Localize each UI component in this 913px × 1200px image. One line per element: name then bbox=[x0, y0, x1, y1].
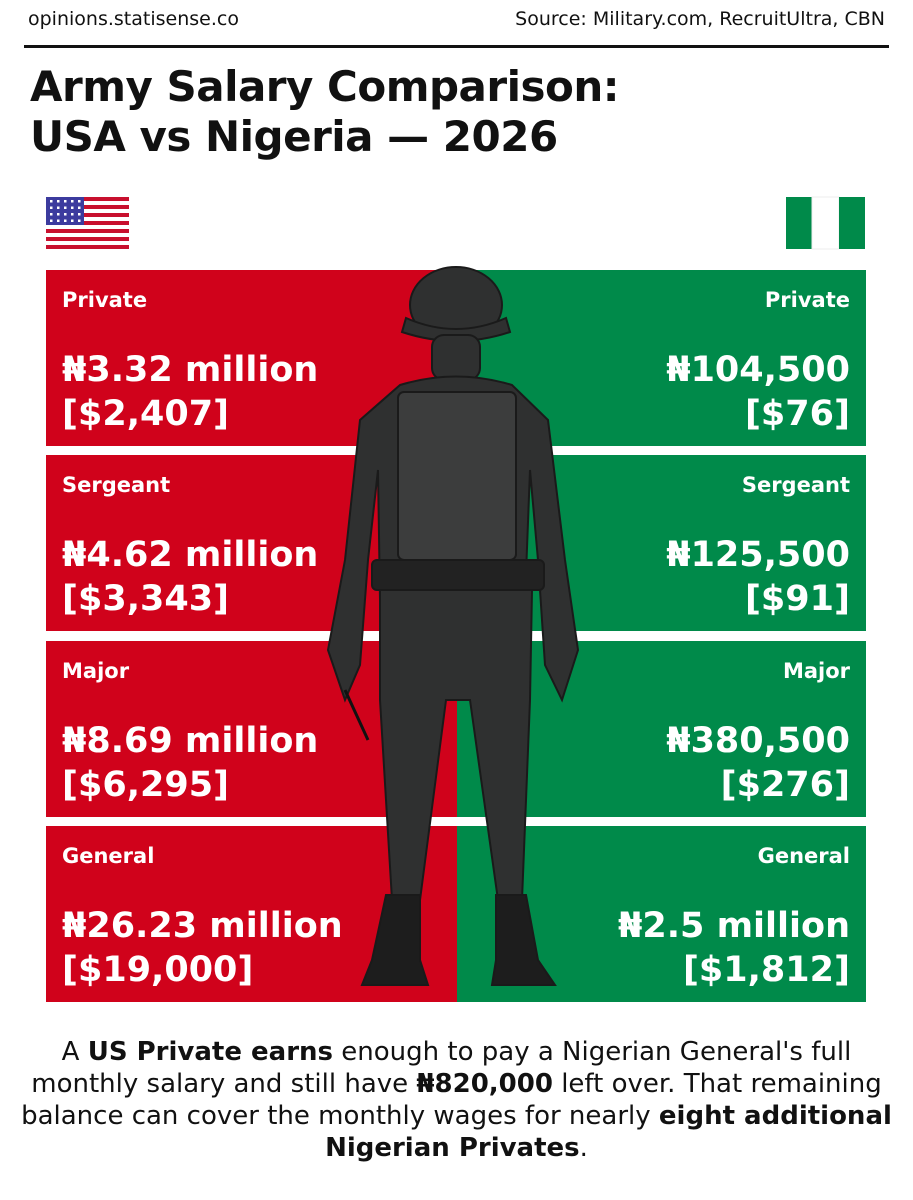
footnote: A US Private earns enough to pay a Niger… bbox=[20, 1036, 893, 1164]
ng-panel: Major ₦380,500 [$276] bbox=[457, 641, 866, 817]
salary: ₦8.69 million [$6,295] bbox=[62, 719, 318, 807]
footnote-part: eight additional Nigerian Privates bbox=[325, 1101, 892, 1163]
site-name: opinions.statisense.co bbox=[28, 8, 239, 30]
salary-naira: ₦2.5 million bbox=[618, 906, 850, 946]
salary-dollar: [$76] bbox=[744, 394, 850, 434]
salary: ₦125,500 [$91] bbox=[666, 533, 850, 621]
footnote-part: US Private earns bbox=[87, 1037, 334, 1067]
ng-panel: General ₦2.5 million [$1,812] bbox=[457, 826, 866, 1002]
ng-panel: Sergeant ₦125,500 [$91] bbox=[457, 455, 866, 631]
rank-label: Private bbox=[62, 288, 148, 312]
ng-panel: Private ₦104,500 [$76] bbox=[457, 270, 866, 446]
salary-naira: ₦104,500 bbox=[666, 350, 850, 390]
flag-part bbox=[50, 219, 53, 222]
flag-part bbox=[50, 200, 53, 203]
salary-dollar: [$19,000] bbox=[62, 950, 254, 990]
us-panel: Private ₦3.32 million [$2,407] bbox=[46, 270, 457, 446]
salary-naira: ₦26.23 million bbox=[62, 906, 343, 946]
salary-naira: ₦3.32 million bbox=[62, 350, 319, 390]
flag-part bbox=[71, 206, 74, 209]
flag-part bbox=[46, 233, 129, 237]
flags bbox=[46, 196, 865, 250]
salary-naira: ₦125,500 bbox=[666, 535, 850, 575]
rank-label: General bbox=[62, 844, 155, 868]
rank-label: Sergeant bbox=[741, 473, 850, 497]
ng-flag-mid bbox=[811, 196, 840, 250]
us-panel: General ₦26.23 million [$19,000] bbox=[46, 826, 457, 1002]
flag-part bbox=[57, 200, 60, 203]
flag-part bbox=[46, 225, 129, 229]
flag-part bbox=[64, 206, 67, 209]
salary: ₦380,500 [$276] bbox=[666, 719, 850, 807]
footnote-part: A bbox=[61, 1037, 88, 1067]
rank-label: Sergeant bbox=[62, 473, 171, 497]
us-panel: Major ₦8.69 million [$6,295] bbox=[46, 641, 457, 817]
source: Source: Military.com, RecruitUltra, CBN bbox=[515, 8, 885, 30]
salary-dollar: [$2,407] bbox=[62, 394, 230, 434]
flag-part bbox=[78, 206, 81, 209]
ng-flag-left bbox=[786, 197, 812, 249]
salary-dollar: [$6,295] bbox=[62, 765, 230, 805]
flag-part bbox=[46, 201, 129, 205]
rank-label: Private bbox=[764, 288, 850, 312]
title-line: USA vs Nigeria — 2026 bbox=[30, 112, 558, 161]
flag-part bbox=[57, 213, 60, 216]
flag-part bbox=[78, 219, 81, 222]
footnote-part: left over. That remaining balance can co… bbox=[21, 1069, 882, 1131]
title-line: Army Salary Comparison: bbox=[30, 62, 620, 111]
flag-part bbox=[71, 219, 74, 222]
flag-part bbox=[46, 213, 129, 217]
flag-part bbox=[71, 213, 74, 216]
flag-part bbox=[46, 245, 129, 249]
salary-naira: ₦380,500 bbox=[666, 721, 850, 761]
salary-naira: ₦8.69 million bbox=[62, 721, 319, 761]
salary: ₦3.32 million [$2,407] bbox=[62, 348, 318, 436]
flag-part bbox=[64, 219, 67, 222]
flag-part bbox=[46, 205, 129, 209]
flag-part bbox=[46, 209, 129, 213]
flag-part bbox=[50, 206, 53, 209]
salary: ₦104,500 [$76] bbox=[666, 348, 850, 436]
flag-part bbox=[78, 213, 81, 216]
salary: ₦4.62 million [$3,343] bbox=[62, 533, 318, 621]
flag-part bbox=[46, 197, 129, 201]
flag-part bbox=[78, 200, 81, 203]
rank-label: Major bbox=[62, 659, 130, 683]
salary-dollar: [$3,343] bbox=[62, 579, 230, 619]
flag-part bbox=[71, 200, 74, 203]
flag-part bbox=[57, 219, 60, 222]
flag-part bbox=[64, 213, 67, 216]
flag-part bbox=[50, 213, 53, 216]
salary-dollar: [$1,812] bbox=[682, 950, 850, 990]
flag-part bbox=[57, 206, 60, 209]
salary: ₦26.23 million [$19,000] bbox=[62, 904, 343, 992]
footnote-part: . bbox=[579, 1133, 588, 1163]
salary-dollar: [$91] bbox=[744, 579, 850, 619]
salary-naira: ₦4.62 million bbox=[62, 535, 319, 575]
flag-part bbox=[46, 237, 129, 241]
footnote-part: ₦820,000 bbox=[416, 1069, 553, 1099]
us-panel: Sergeant ₦4.62 million [$3,343] bbox=[46, 455, 457, 631]
header-rule bbox=[24, 45, 889, 48]
salary-dollar: [$276] bbox=[720, 765, 850, 805]
us-flag bbox=[46, 197, 129, 249]
footnote-part: enough to pay a Nigerian General's full … bbox=[31, 1037, 852, 1099]
rank-label: General bbox=[757, 844, 850, 868]
rank-label: Major bbox=[782, 659, 850, 683]
salary: ₦2.5 million [$1,812] bbox=[618, 904, 850, 992]
title: Army Salary Comparison: USA vs Nigeria — … bbox=[30, 62, 890, 162]
ng-flag-right bbox=[839, 197, 865, 249]
flag-part bbox=[46, 221, 129, 225]
flag-part bbox=[64, 200, 67, 203]
flag-part bbox=[46, 229, 129, 233]
flag-part bbox=[46, 217, 129, 221]
flag-part bbox=[46, 241, 129, 245]
